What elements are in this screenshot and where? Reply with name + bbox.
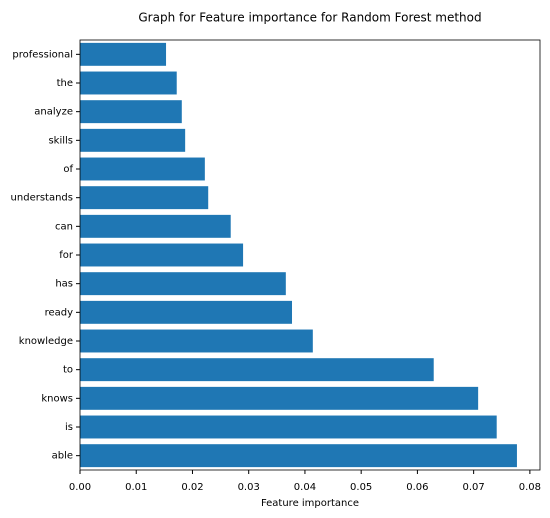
x-tick-label: 0.08 xyxy=(519,482,541,493)
x-tick-label: 0.06 xyxy=(406,482,428,493)
plot-frame xyxy=(79,39,541,471)
bar xyxy=(80,386,479,410)
bar xyxy=(80,71,177,95)
y-tick-label: skills xyxy=(48,135,73,146)
y-tick-label: of xyxy=(63,164,73,175)
y-tick-label: knowledge xyxy=(19,336,73,347)
y-tick-label: can xyxy=(55,221,73,232)
y-tick-label: able xyxy=(52,451,73,462)
bar xyxy=(80,157,205,181)
bar xyxy=(80,300,293,324)
bar xyxy=(80,243,244,267)
x-tick-label: 0.07 xyxy=(463,482,485,493)
chart-title: Graph for Feature importance for Random … xyxy=(138,11,481,25)
x-tick-label: 0.01 xyxy=(125,482,147,493)
y-tick-label: the xyxy=(57,78,73,89)
bar xyxy=(80,358,434,382)
bar xyxy=(80,186,209,210)
bar xyxy=(80,42,167,66)
y-tick-label: is xyxy=(65,422,73,433)
y-tick-label: understands xyxy=(11,193,73,204)
bar xyxy=(80,415,497,439)
y-tick-label: has xyxy=(55,279,73,290)
x-axis-label: Feature importance xyxy=(261,498,359,509)
bar xyxy=(80,329,313,353)
bar xyxy=(80,214,231,238)
y-tick-label: for xyxy=(59,250,74,261)
x-tick-label: 0.02 xyxy=(181,482,203,493)
y-tick-label: ready xyxy=(45,307,74,318)
x-tick-label: 0.03 xyxy=(238,482,260,493)
y-tick-label: knows xyxy=(41,393,73,404)
bar xyxy=(80,128,186,152)
y-tick-label: professional xyxy=(12,49,73,60)
x-tick-label: 0.04 xyxy=(294,482,316,493)
x-tick-label: 0.05 xyxy=(350,482,372,493)
bar xyxy=(80,444,517,468)
x-tick-label: 0.00 xyxy=(69,482,91,493)
y-tick-label: to xyxy=(63,365,73,376)
bar xyxy=(80,272,286,296)
y-tick-label: analyze xyxy=(34,107,73,118)
bar xyxy=(80,100,182,124)
